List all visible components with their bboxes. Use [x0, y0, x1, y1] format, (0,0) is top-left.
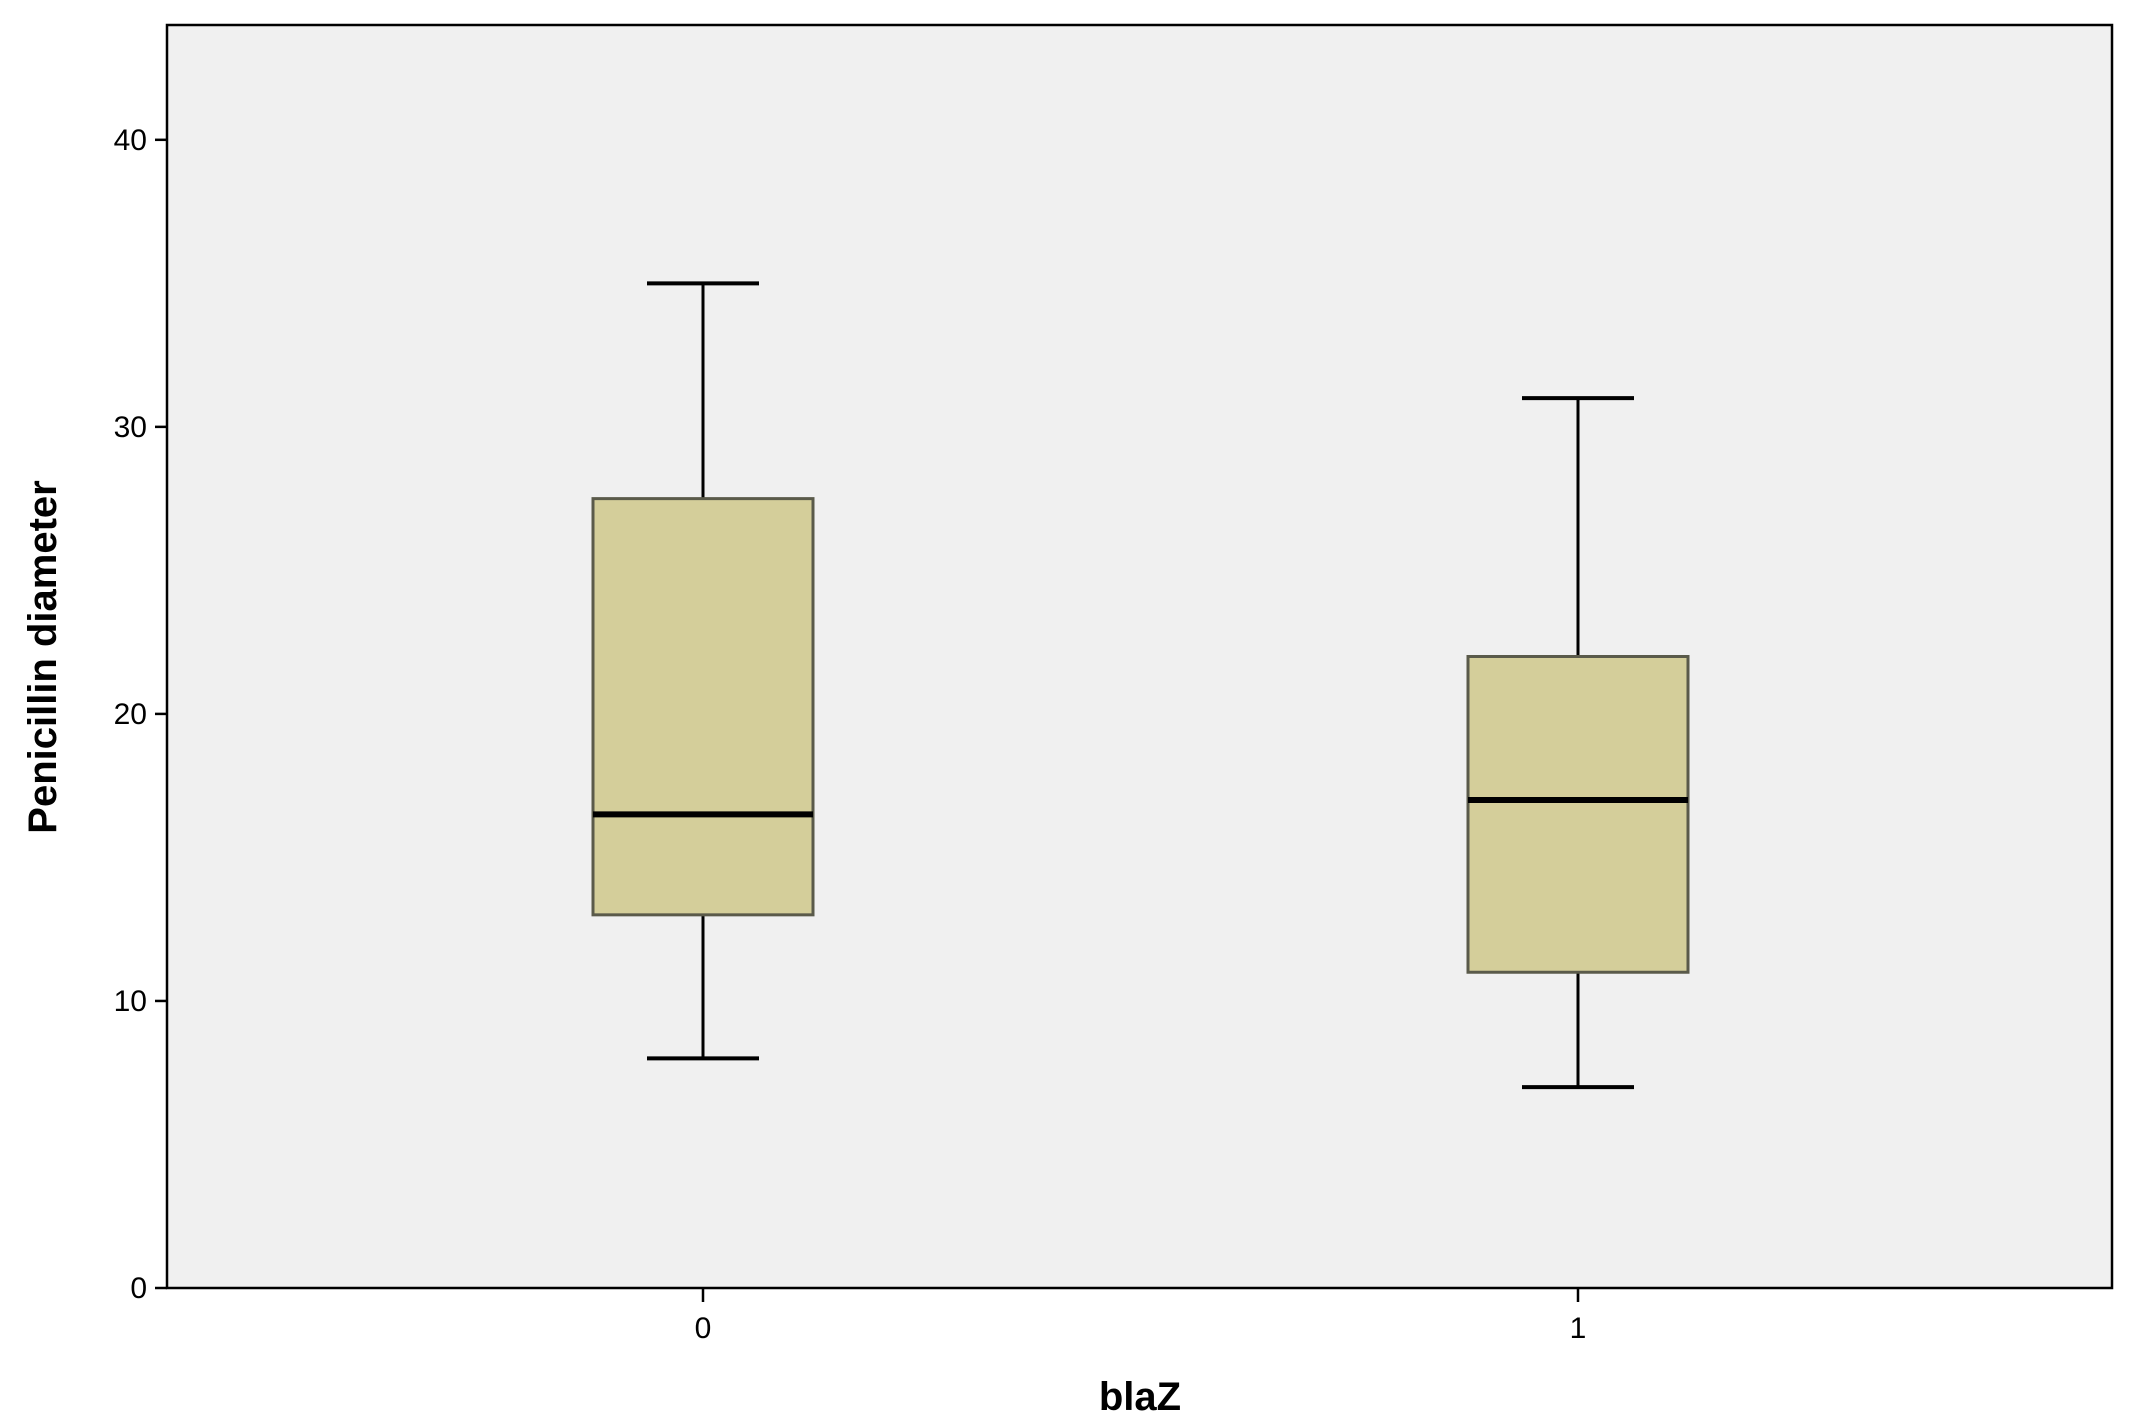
- plot-area: [165, 23, 2114, 1290]
- y-axis-title: Penicillin diameter: [21, 480, 65, 833]
- boxes-layer: [591, 281, 1690, 1090]
- x-axis-title: blaZ: [1099, 1375, 1181, 1419]
- y-tick-label: 20: [114, 698, 147, 731]
- y-tick-label: 10: [114, 985, 147, 1018]
- x-tick-label: 0: [695, 1312, 712, 1345]
- iqr-box: [1466, 655, 1690, 974]
- x-tick-label: 1: [1570, 1312, 1587, 1345]
- y-tick-label: 30: [114, 411, 147, 444]
- y-tick-label: 0: [130, 1272, 147, 1305]
- iqr-box: [591, 497, 815, 917]
- box-group: [591, 281, 815, 1061]
- y-axis: 0 10 20 30 40: [114, 124, 167, 1305]
- box-group: [1466, 396, 1690, 1090]
- y-tick-label: 40: [114, 124, 147, 157]
